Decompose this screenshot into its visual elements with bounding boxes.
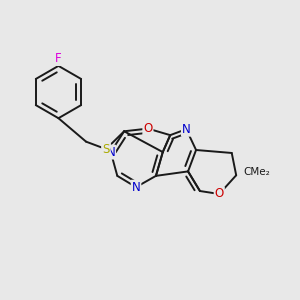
Text: O: O <box>214 188 224 200</box>
Text: N: N <box>182 123 190 136</box>
Text: CMe₂: CMe₂ <box>244 167 270 177</box>
Text: N: N <box>132 181 140 194</box>
Text: N: N <box>106 146 115 159</box>
Text: S: S <box>102 142 110 156</box>
Text: O: O <box>143 122 152 135</box>
Text: F: F <box>55 52 62 65</box>
Text: F: F <box>55 52 62 65</box>
Text: S: S <box>102 142 110 156</box>
